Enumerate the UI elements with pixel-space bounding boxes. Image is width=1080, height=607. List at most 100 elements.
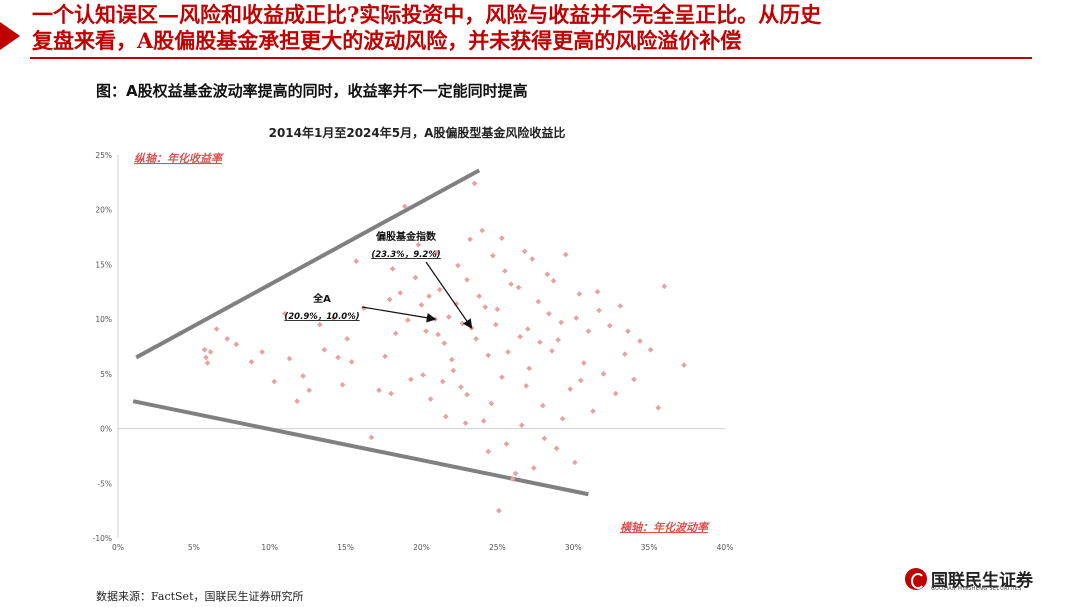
data-point (622, 351, 628, 357)
data-point (259, 349, 265, 355)
data-point (388, 390, 394, 397)
data-point (546, 310, 552, 317)
data-point (405, 317, 411, 324)
y-tick-label: -10% (93, 534, 112, 543)
data-source-note: 数据来源：FactSet，国联民生证券研究所 (96, 590, 304, 603)
data-point (348, 359, 355, 365)
logo-icon (905, 568, 927, 590)
data-point (439, 378, 446, 385)
data-point (402, 203, 408, 210)
annotation-arrow (425, 261, 473, 329)
data-point (485, 448, 492, 455)
data-point (571, 459, 578, 466)
data-point (397, 290, 404, 296)
x-axis-label: 横轴：年化波动率 (620, 521, 710, 534)
annotation-label: 全A (312, 292, 331, 305)
data-point (573, 315, 580, 321)
data-point (549, 348, 555, 354)
data-point (576, 291, 583, 297)
data-point (631, 376, 637, 383)
data-point (606, 322, 613, 329)
data-point (459, 320, 466, 327)
data-point (503, 441, 510, 447)
data-point (476, 293, 482, 299)
chart-title: 2014年1月至2024年5月，A股偏股型基金风险收益比 (269, 125, 566, 140)
data-point (433, 249, 440, 256)
data-point (559, 415, 566, 422)
data-point (344, 336, 350, 342)
data-point (517, 333, 523, 340)
data-point (490, 252, 496, 259)
data-point (317, 321, 323, 328)
data-point (518, 422, 525, 429)
data-point (321, 346, 328, 353)
data-point (600, 371, 607, 377)
data-point (562, 251, 569, 258)
data-point (523, 383, 530, 389)
y-tick-label: 25% (95, 151, 112, 160)
data-point (335, 354, 341, 361)
y-axis-label: 纵轴：年化收益率 (134, 152, 224, 165)
data-point (617, 303, 624, 309)
data-point (435, 331, 441, 338)
data-point (473, 336, 479, 342)
data-point (585, 328, 592, 334)
data-point (427, 396, 434, 402)
x-tick-label: 30% (565, 543, 582, 552)
data-point (376, 387, 382, 394)
data-point (224, 336, 231, 342)
data-point (524, 326, 531, 332)
data-point (540, 402, 546, 409)
data-point (647, 346, 654, 353)
data-point (368, 434, 375, 441)
y-tick-label: 20% (95, 206, 112, 215)
data-point (625, 328, 631, 334)
data-point (594, 288, 601, 295)
data-point (479, 227, 485, 234)
x-tick-label: 0% (112, 543, 124, 552)
data-point (282, 310, 288, 317)
data-point (529, 256, 536, 262)
annotation-arrow (361, 306, 437, 323)
data-point (553, 445, 560, 452)
data-point (464, 276, 470, 283)
data-point (248, 359, 255, 365)
data-point (655, 404, 662, 411)
data-point (462, 420, 469, 426)
data-point (499, 374, 505, 380)
data-point (455, 262, 461, 269)
data-point (467, 236, 473, 243)
y-tick-label: 15% (95, 260, 112, 269)
data-point (330, 315, 337, 321)
company-logo: 国联民生证券 GUOLIAN MINSHENG SECURITIES (905, 566, 1055, 596)
data-point (286, 355, 293, 362)
data-point (480, 418, 487, 424)
headline: 一个认知误区—风险和收益成正比?实际投资中，风险与收益并不完全呈正比。从历史 复… (32, 2, 1052, 54)
data-point (423, 328, 429, 334)
x-tick-label: 35% (641, 543, 658, 552)
data-point (446, 314, 452, 320)
figure-caption: 图：A股权益基金波动率提高的同时，收益率并不一定能同时提高 (96, 82, 528, 100)
header-marker-triangle (0, 22, 20, 50)
data-point (581, 360, 587, 366)
data-point (541, 435, 548, 442)
data-point (386, 296, 393, 303)
y-tick-label: 0% (100, 425, 112, 434)
data-point (203, 354, 209, 361)
data-point (415, 241, 422, 248)
trend-line-lower (132, 399, 589, 497)
data-point (496, 507, 502, 514)
y-tick-label: -5% (97, 479, 112, 488)
data-point (207, 349, 214, 355)
data-point (471, 180, 478, 187)
data-point (426, 293, 432, 299)
data-point (530, 465, 537, 471)
data-points (201, 180, 687, 514)
data-point (441, 340, 448, 347)
data-point (449, 356, 455, 363)
data-point (508, 281, 514, 287)
data-point (499, 235, 505, 241)
data-point (567, 386, 574, 392)
data-point (535, 298, 542, 305)
